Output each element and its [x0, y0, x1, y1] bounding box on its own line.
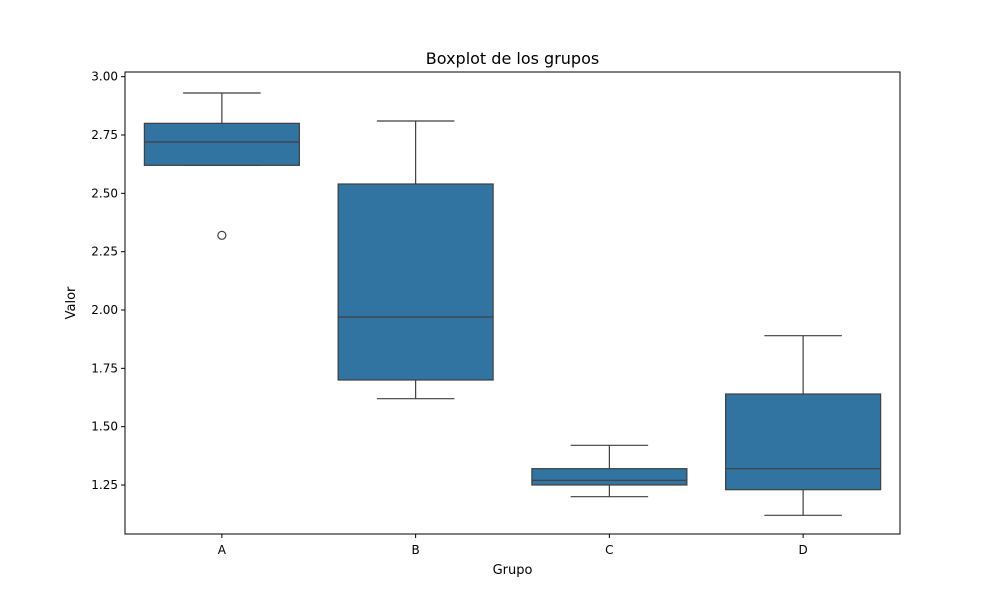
plot-frame: [124, 71, 901, 535]
plot-area: 1.25 1.50 1.75 2.00 2.25 2.50 2.75 3.00 A B C D: [91, 70, 882, 557]
y-tick-label: 1.50: [91, 420, 118, 434]
box-D: [725, 393, 882, 491]
y-tick-label: 2.25: [91, 245, 118, 259]
x-tick-label: C: [605, 543, 613, 557]
outlier-point: [217, 230, 227, 240]
y-axis-label: Valor: [64, 286, 79, 319]
x-axis-label: Grupo: [493, 563, 533, 578]
chart-title: Boxplot de los grupos: [426, 49, 599, 68]
y-tick-label: 2.00: [91, 303, 118, 317]
x-tick-label: D: [799, 543, 808, 557]
y-tick-label: 2.50: [91, 186, 118, 200]
y-tick-label: 1.25: [91, 478, 118, 492]
y-tick-label: 2.75: [91, 128, 118, 142]
x-tick-label: A: [218, 543, 227, 557]
y-tick-label: 3.00: [91, 70, 118, 84]
x-tick-label: B: [412, 543, 420, 557]
box-B: [337, 183, 494, 381]
box-C: [531, 468, 688, 486]
y-tick-label: 1.75: [91, 361, 118, 375]
box-A: [143, 122, 300, 166]
